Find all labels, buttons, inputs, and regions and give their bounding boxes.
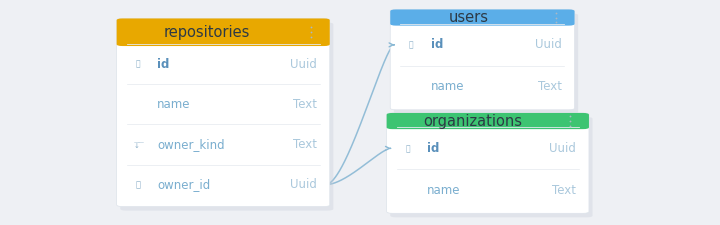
- Bar: [396, 18, 569, 24]
- Text: 🔑: 🔑: [405, 144, 410, 153]
- FancyBboxPatch shape: [390, 9, 575, 110]
- Text: name: name: [157, 98, 191, 111]
- Text: ——: ——: [134, 140, 145, 145]
- FancyBboxPatch shape: [390, 117, 593, 217]
- Text: 🔑: 🔑: [135, 60, 140, 69]
- Text: Uuid: Uuid: [535, 38, 562, 51]
- FancyBboxPatch shape: [117, 18, 330, 207]
- Text: id: id: [431, 38, 443, 51]
- FancyBboxPatch shape: [390, 9, 575, 26]
- FancyBboxPatch shape: [387, 113, 589, 129]
- Text: id: id: [427, 142, 439, 155]
- Bar: [392, 121, 583, 127]
- FancyBboxPatch shape: [117, 18, 330, 46]
- Bar: [122, 32, 324, 44]
- Text: ⧉: ⧉: [135, 180, 140, 189]
- Text: organizations: organizations: [423, 114, 522, 128]
- Text: owner_kind: owner_kind: [157, 138, 225, 151]
- Text: id: id: [157, 58, 169, 71]
- Text: Uuid: Uuid: [290, 178, 317, 191]
- Text: Text: Text: [293, 138, 317, 151]
- FancyBboxPatch shape: [120, 22, 333, 211]
- FancyBboxPatch shape: [387, 113, 589, 213]
- Text: 🔑: 🔑: [409, 40, 413, 49]
- Text: ↓: ↓: [134, 143, 140, 149]
- Text: owner_id: owner_id: [157, 178, 210, 191]
- Text: Uuid: Uuid: [549, 142, 576, 155]
- Text: Text: Text: [552, 184, 576, 197]
- Text: Text: Text: [538, 81, 562, 93]
- Text: Uuid: Uuid: [290, 58, 317, 71]
- Text: repositories: repositories: [164, 25, 251, 40]
- Text: name: name: [431, 81, 464, 93]
- Text: name: name: [427, 184, 461, 197]
- Text: users: users: [449, 10, 489, 25]
- FancyBboxPatch shape: [394, 14, 578, 114]
- Text: Text: Text: [293, 98, 317, 111]
